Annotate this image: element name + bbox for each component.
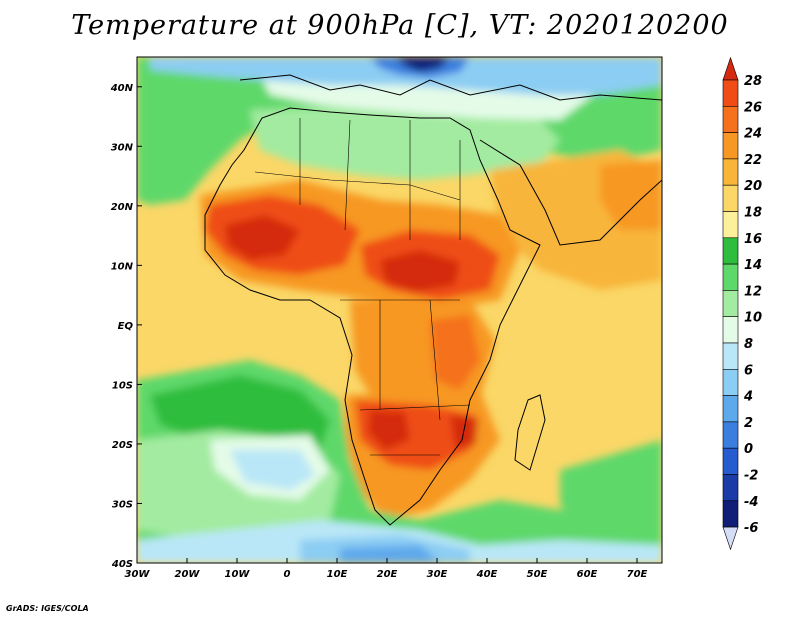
arabia-coastline bbox=[479, 139, 662, 246]
lon-axis: 30W 20W 10W 0 10E 20E 30E 40E 50E 60E 70E bbox=[125, 558, 648, 580]
colorbar-label: -2 bbox=[744, 469, 758, 484]
colorbar-label: -4 bbox=[744, 495, 758, 510]
colorbar-swatch bbox=[722, 211, 739, 239]
lat-tick-label: 10S bbox=[112, 380, 133, 391]
colorbar-label: 8 bbox=[744, 337, 753, 352]
lon-tick-label: 10W bbox=[225, 569, 251, 580]
region-atlantic-cyan bbox=[230, 450, 315, 490]
lat-tick-label: 40S bbox=[111, 559, 133, 570]
colorbar-label: 10 bbox=[744, 311, 762, 326]
region-gulf-orange bbox=[600, 160, 662, 230]
region-sahara-lightgreen bbox=[250, 100, 560, 180]
lat-tick-label: 20S bbox=[112, 440, 133, 451]
lon-tick-label: 40E bbox=[476, 569, 498, 580]
colorbar-swatch bbox=[722, 79, 739, 107]
lat-tick-label: 40N bbox=[110, 83, 134, 94]
colorbar-label: 2 bbox=[744, 416, 753, 431]
region-core-hot-east bbox=[380, 250, 460, 292]
lon-tick-label: 0 bbox=[284, 569, 291, 580]
colorbar-swatch bbox=[722, 342, 739, 370]
colorbar-swatch bbox=[722, 447, 739, 475]
lon-tick-label: 70E bbox=[627, 569, 648, 580]
lon-tick-label: 60E bbox=[577, 569, 598, 580]
temperature-field bbox=[137, 57, 662, 563]
colorbar-swatch bbox=[722, 56, 739, 81]
colorbar-label: 24 bbox=[744, 127, 762, 142]
region-indian-green bbox=[560, 440, 662, 540]
region-core-hot-west bbox=[225, 215, 300, 260]
lat-tick-label: 30S bbox=[112, 499, 133, 510]
colorbar-label: 20 bbox=[744, 179, 762, 194]
region-atlantic-darkgreen bbox=[150, 375, 330, 450]
colorbar-swatch bbox=[722, 316, 739, 344]
border-sahara bbox=[254, 118, 461, 240]
colorbar-swatch bbox=[722, 526, 739, 551]
lat-tick-label: 30N bbox=[111, 142, 134, 153]
colorbar-label: 12 bbox=[744, 284, 762, 299]
colorbar-label: 18 bbox=[744, 206, 762, 221]
map-title: Temperature at 900hPa [C], VT: 202012020… bbox=[71, 10, 729, 41]
credit-label: GrADS: IGES/COLA bbox=[6, 604, 89, 613]
africa-coastline bbox=[204, 107, 541, 526]
lon-tick-label: 10E bbox=[327, 569, 348, 580]
lon-tick-label: 30E bbox=[427, 569, 448, 580]
coastlines bbox=[204, 74, 662, 526]
colorbar-swatch bbox=[722, 106, 739, 133]
colorbar-label: 14 bbox=[744, 258, 762, 273]
colorbar-swatch bbox=[722, 368, 739, 396]
region-southern-core bbox=[368, 410, 410, 450]
region-europe-blue bbox=[150, 57, 662, 95]
colorbar-swatch bbox=[722, 237, 739, 265]
lat-tick-label: 10N bbox=[111, 261, 134, 272]
colorbar-swatch bbox=[722, 132, 739, 160]
lon-tick-label: 20E bbox=[377, 569, 398, 580]
colorbar-swatch bbox=[722, 500, 739, 528]
region-rift-hot bbox=[430, 315, 480, 390]
colorbar-label: 16 bbox=[744, 232, 762, 247]
lon-tick-label: 30W bbox=[125, 569, 151, 580]
lat-axis: 40N 30N 20N 10N EQ 10S 20S 30S 40S bbox=[110, 83, 142, 570]
colorbar-swatch bbox=[722, 474, 739, 502]
colorbar-label: 26 bbox=[744, 100, 762, 115]
colorbar-label: 22 bbox=[744, 153, 762, 168]
colorbar-label: 28 bbox=[744, 74, 762, 89]
colorbar-label: 6 bbox=[744, 363, 753, 378]
colorbar-label: 4 bbox=[743, 390, 753, 405]
lat-tick-label: EQ bbox=[118, 321, 134, 332]
region-aegean-navy bbox=[395, 57, 450, 72]
colorbar-swatch bbox=[722, 184, 739, 212]
lon-tick-label: 20W bbox=[175, 569, 201, 580]
colorbar-swatch bbox=[722, 290, 739, 317]
madagascar-coastline bbox=[514, 394, 546, 471]
colorbar-swatch bbox=[722, 158, 739, 186]
lon-tick-label: 50E bbox=[527, 569, 548, 580]
colorbar-label: 0 bbox=[744, 442, 753, 457]
lat-tick-label: 20N bbox=[111, 202, 134, 213]
europe-coastline bbox=[239, 74, 662, 101]
colorbar-swatch bbox=[722, 263, 739, 291]
colorbar-swatch bbox=[722, 421, 739, 449]
colorbar-swatch bbox=[722, 395, 739, 423]
colorbar-label: -6 bbox=[744, 521, 758, 536]
border-central bbox=[340, 299, 471, 456]
plot-frame bbox=[136, 56, 663, 564]
region-south-deepblue bbox=[340, 545, 440, 563]
